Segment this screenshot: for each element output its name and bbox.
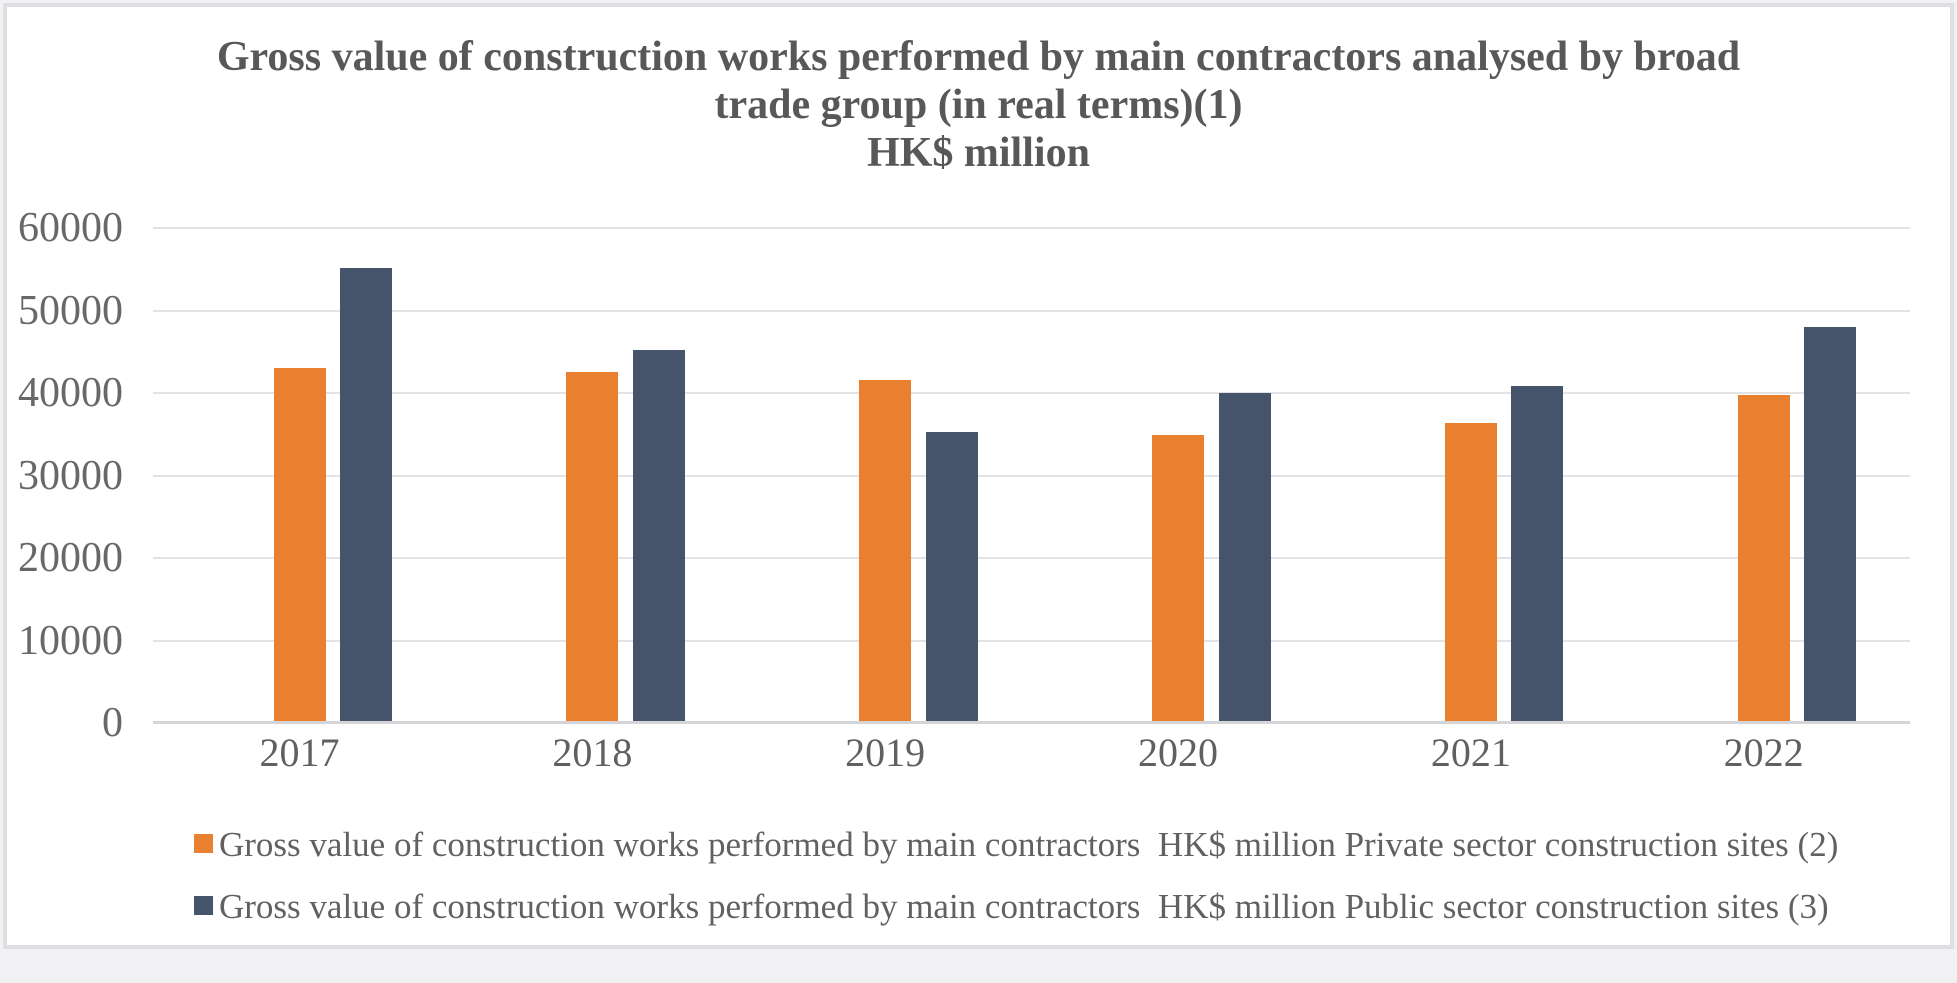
chart-title-line-2: trade group (in real terms)(1) bbox=[714, 82, 1243, 128]
y-axis-tick-label: 60000 bbox=[18, 205, 123, 251]
y-axis-tick-label: 10000 bbox=[18, 617, 123, 664]
y-axis-tick-label: 0 bbox=[102, 700, 123, 746]
gridline bbox=[153, 227, 1910, 229]
x-axis-category-label: 2018 bbox=[552, 730, 633, 775]
bar-2020-public bbox=[1218, 393, 1271, 723]
bar-2022-public bbox=[1804, 327, 1857, 723]
bar-2020-private bbox=[1152, 435, 1204, 723]
bar-2021-public bbox=[1511, 386, 1564, 723]
x-axis-category-label: 2022 bbox=[1723, 730, 1804, 775]
x-axis-category-label: 2019 bbox=[845, 730, 926, 775]
plot-area bbox=[153, 227, 1910, 724]
legend-label-public: Gross value of construction works perfor… bbox=[219, 887, 1829, 926]
chart-title-line-3: HK$ million bbox=[867, 130, 1090, 176]
bar-2018-public bbox=[632, 350, 685, 723]
gridline bbox=[153, 474, 1910, 477]
y-axis-tick-label: 50000 bbox=[18, 287, 123, 334]
x-axis-category-label: 2020 bbox=[1138, 730, 1218, 775]
y-axis-tick-label: 40000 bbox=[18, 370, 123, 416]
legend-item-private: Gross value of construction works perfor… bbox=[194, 827, 1838, 865]
bar-2022-private bbox=[1737, 394, 1790, 723]
bar-2018-private bbox=[566, 371, 619, 723]
gridline bbox=[153, 392, 1910, 394]
gridline bbox=[153, 639, 1910, 642]
chart-card: Gross value of construction works perfor… bbox=[3, 3, 1954, 949]
legend-item-public: Gross value of construction works perfor… bbox=[194, 889, 1829, 927]
chart-title: Gross value of construction works perfor… bbox=[7, 33, 1950, 177]
bar-2019-public bbox=[925, 431, 978, 723]
gridline bbox=[153, 309, 1910, 312]
x-axis-line bbox=[153, 721, 1910, 724]
bar-2021-private bbox=[1444, 422, 1497, 723]
x-axis-category-label: 2021 bbox=[1430, 730, 1511, 775]
gridline bbox=[153, 557, 1910, 559]
legend-label-private: Gross value of construction works perfor… bbox=[219, 825, 1839, 864]
bar-2019-private bbox=[859, 379, 912, 723]
bar-2017-public bbox=[340, 267, 392, 723]
bar-2017-private bbox=[273, 368, 326, 723]
legend-swatch-private-icon bbox=[194, 834, 213, 853]
legend-swatch-public-icon bbox=[194, 896, 213, 915]
x-axis-category-label: 2017 bbox=[259, 730, 340, 775]
y-axis-tick-label: 20000 bbox=[18, 535, 123, 581]
y-axis-tick-label: 30000 bbox=[18, 452, 123, 499]
chart-title-line-1: Gross value of construction works perfor… bbox=[216, 34, 1741, 80]
